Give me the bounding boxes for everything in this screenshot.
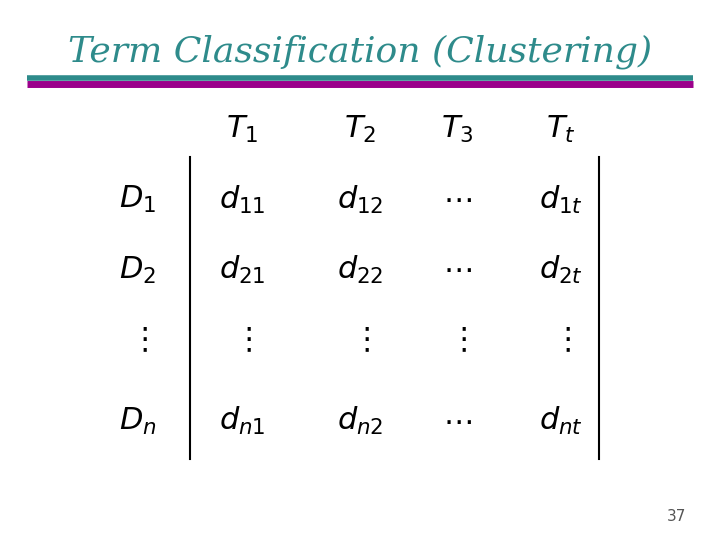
Text: $D_2$: $D_2$ xyxy=(120,254,156,286)
Text: $\vdots$: $\vdots$ xyxy=(448,326,467,355)
Text: Term Classification (Clustering): Term Classification (Clustering) xyxy=(68,34,652,69)
Text: $\vdots$: $\vdots$ xyxy=(351,326,369,355)
Text: $D_1$: $D_1$ xyxy=(120,184,156,215)
Text: $D_n$: $D_n$ xyxy=(120,406,157,437)
Text: $T_3$: $T_3$ xyxy=(441,114,474,145)
Text: $\vdots$: $\vdots$ xyxy=(233,326,251,355)
Text: $d_{11}$: $d_{11}$ xyxy=(219,184,266,216)
Text: $d_{12}$: $d_{12}$ xyxy=(337,184,383,216)
Text: $T_2$: $T_2$ xyxy=(344,114,376,145)
Text: $d_{21}$: $d_{21}$ xyxy=(219,254,266,286)
Text: $d_{nt}$: $d_{nt}$ xyxy=(539,405,583,437)
Text: $T_1$: $T_1$ xyxy=(226,114,258,145)
Text: $d_{22}$: $d_{22}$ xyxy=(337,254,383,286)
Text: $\vdots$: $\vdots$ xyxy=(129,326,148,355)
Text: $d_{n1}$: $d_{n1}$ xyxy=(219,405,265,437)
Text: $\cdots$: $\cdots$ xyxy=(443,255,472,285)
Text: $T_t$: $T_t$ xyxy=(546,114,576,145)
Text: $\cdots$: $\cdots$ xyxy=(443,407,472,436)
Text: 37: 37 xyxy=(667,509,686,524)
Text: $\cdots$: $\cdots$ xyxy=(443,185,472,214)
Text: $d_{1t}$: $d_{1t}$ xyxy=(539,184,583,216)
Text: $\vdots$: $\vdots$ xyxy=(552,326,571,355)
Text: $d_{2t}$: $d_{2t}$ xyxy=(539,254,583,286)
Text: $d_{n2}$: $d_{n2}$ xyxy=(337,405,383,437)
